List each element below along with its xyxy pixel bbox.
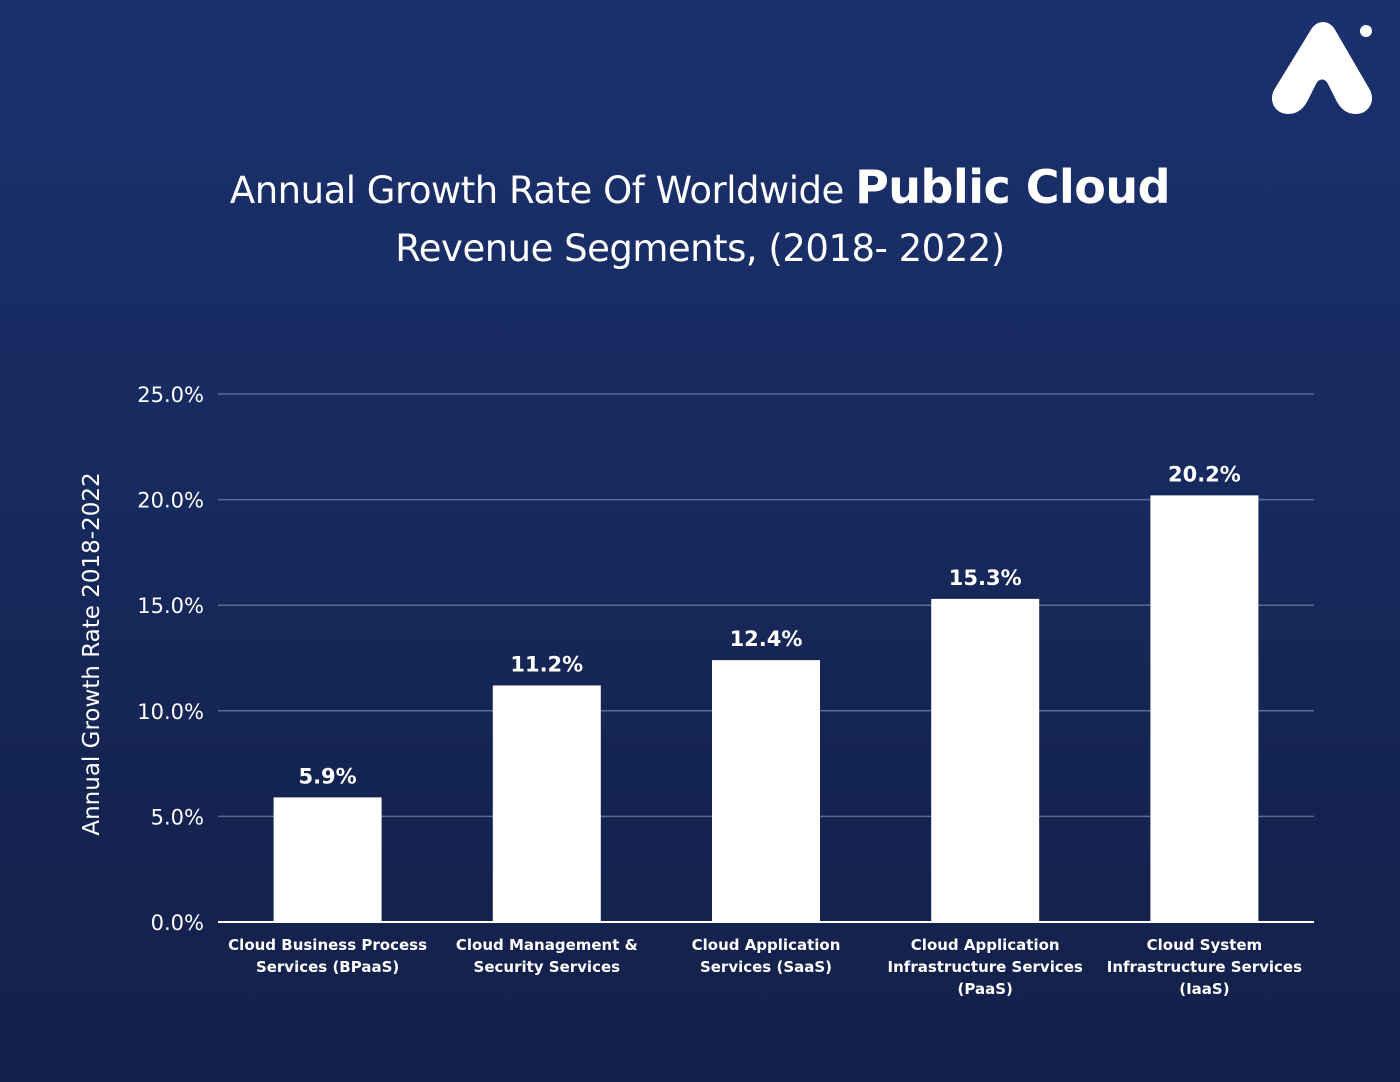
- x-tick-label-line: Infrastructure Services: [888, 958, 1083, 976]
- brand-logo-icon: [1271, 22, 1373, 114]
- y-tick-label: 0.0%: [151, 911, 204, 935]
- chart-title-line-2: Revenue Segments, (2018- 2022): [395, 227, 1005, 270]
- bar: [1150, 495, 1259, 922]
- x-tick-label-line: Services (SaaS): [700, 958, 832, 976]
- bar-value-label: 5.9%: [298, 764, 356, 788]
- x-tick-label: Cloud Application Services (SaaS): [692, 936, 841, 976]
- y-axis-title: Annual Growth Rate 2018-2022: [79, 472, 105, 835]
- y-tick-label: 10.0%: [137, 700, 204, 724]
- chart-title: Annual Growth Rate Of Worldwide Public C…: [0, 158, 1400, 278]
- bar: [492, 685, 601, 922]
- chart-title-regular: Annual Growth Rate Of Worldwide: [229, 169, 856, 212]
- x-tick-label-line: Cloud Management &: [456, 936, 638, 954]
- x-tick-label-line: Cloud Application: [692, 936, 841, 954]
- chart-title-emphasis: Public Cloud: [855, 160, 1171, 214]
- x-tick-label: Cloud Business Process Services (BPaaS): [228, 936, 427, 976]
- bar: [712, 660, 820, 922]
- x-tick-label-line: Cloud Application: [911, 936, 1060, 954]
- x-tick-label: Cloud System Infrastructure Services (IaaS…: [1107, 936, 1302, 998]
- x-tick-label-line: Services (BPaaS): [256, 958, 399, 976]
- bar-value-label: 12.4%: [730, 627, 803, 651]
- y-tick-label: 25.0%: [137, 383, 204, 407]
- x-tick-label-line: Infrastructure Services: [1107, 958, 1302, 976]
- bar: [273, 797, 382, 922]
- labels: 0.0% 5.0% 10.0% 15.0% 20.0% 25.0% 5.9% Cloud Bu…: [79, 383, 1302, 998]
- x-tick-label-line: (IaaS): [1179, 980, 1229, 998]
- x-tick-label-line: Cloud Business Process: [228, 936, 427, 954]
- x-tick-label: Cloud Application Infrastructure Services…: [888, 936, 1083, 998]
- x-tick-label: Cloud Management & Security Services: [456, 936, 638, 976]
- chart-title-line-1: Annual Growth Rate Of Worldwide Public C…: [0, 158, 1400, 220]
- bar: [931, 598, 1040, 922]
- bars: [273, 495, 1259, 922]
- y-tick-label: 5.0%: [151, 805, 204, 829]
- bar-value-label: 11.2%: [510, 652, 583, 676]
- bar-value-label: 15.3%: [949, 566, 1022, 590]
- y-tick-label: 20.0%: [137, 489, 204, 513]
- x-tick-label-line: Security Services: [474, 958, 621, 976]
- y-tick-label: 15.0%: [137, 594, 204, 618]
- x-tick-label-line: (PaaS): [958, 980, 1013, 998]
- bar-value-label: 20.2%: [1168, 462, 1241, 486]
- x-tick-label-line: Cloud System: [1147, 936, 1263, 954]
